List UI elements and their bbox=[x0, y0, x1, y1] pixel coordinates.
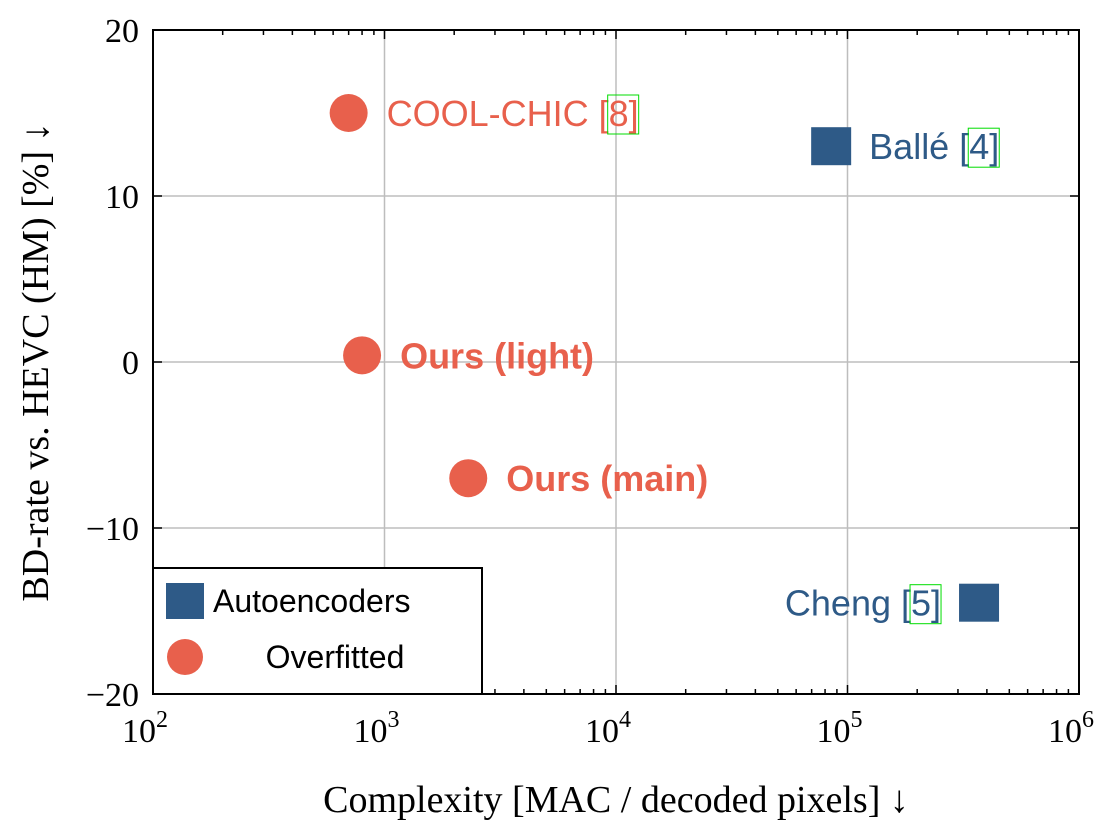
x-tick-label: 103 bbox=[354, 707, 400, 750]
y-axis-title: BD-rate vs. HEVC (HM) [%] ↓ bbox=[15, 122, 57, 601]
citation-box bbox=[967, 127, 1000, 168]
point-label: Ours (main) bbox=[506, 458, 708, 499]
y-tick-label: −20 bbox=[86, 677, 139, 714]
overfitted-point bbox=[343, 336, 382, 375]
citation-box bbox=[607, 94, 640, 135]
citation-box bbox=[909, 584, 942, 625]
y-tick-label: −10 bbox=[86, 511, 139, 548]
y-tick-label: 0 bbox=[122, 345, 139, 382]
data-points bbox=[329, 94, 1000, 622]
legend-square-icon bbox=[166, 583, 204, 619]
y-tick-label: 10 bbox=[105, 179, 139, 216]
tick-labels: 102 103 104 105 106 20 10 0 −10 −20 bbox=[86, 13, 1094, 750]
autoencoder-point bbox=[959, 583, 1000, 622]
legend-box bbox=[152, 567, 483, 695]
legend-circle-icon bbox=[167, 639, 203, 675]
x-tick-label: 105 bbox=[817, 707, 863, 750]
y-tick-label: 20 bbox=[105, 13, 139, 50]
x-tick-label: 102 bbox=[122, 707, 168, 750]
overfitted-point bbox=[329, 94, 368, 132]
autoencoder-point bbox=[811, 127, 852, 166]
plot-frame bbox=[152, 29, 1080, 695]
x-axis-title: Complexity [MAC / decoded pixels] ↓ bbox=[323, 779, 909, 821]
point-label: Ballé [4] bbox=[869, 126, 999, 167]
point-label: Cheng [5] bbox=[785, 583, 941, 624]
x-tick-label: 104 bbox=[585, 707, 631, 750]
legend: Autoencoders Overfitted bbox=[152, 567, 483, 695]
point-label: COOL-CHIC [8] bbox=[387, 93, 639, 134]
point-label: Ours (light) bbox=[400, 335, 594, 376]
overfitted-point bbox=[449, 459, 488, 498]
x-tick-label: 106 bbox=[1048, 707, 1094, 750]
legend-label: Overfitted bbox=[266, 639, 405, 675]
legend-label: Autoencoders bbox=[213, 583, 410, 619]
point-labels: Ballé [4] Cheng [5] COOL-CHIC [8] Ours (lig… bbox=[387, 93, 1000, 625]
